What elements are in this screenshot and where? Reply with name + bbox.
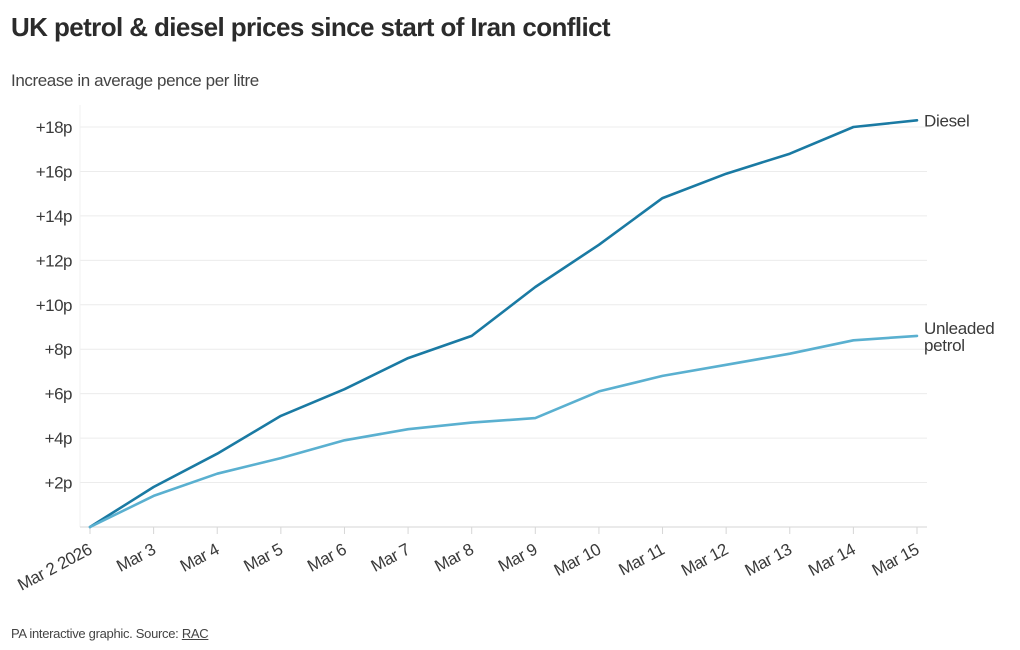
- x-tick-label: Mar 4: [177, 540, 222, 576]
- y-tick-label: +6p: [45, 385, 72, 404]
- series-label: Diesel: [924, 111, 969, 130]
- y-tick-label: +4p: [45, 429, 72, 448]
- y-tick-label: +8p: [45, 340, 72, 359]
- axes: [79, 105, 927, 528]
- source-link[interactable]: RAC: [181, 626, 209, 641]
- x-tick-label: Mar 11: [616, 540, 668, 580]
- x-axis-ticks: Mar 2 2026 Mar 3 Mar 4 Mar 5 Mar 6 Mar 7 Mar 8…: [14, 527, 922, 595]
- chart-title: UK petrol & diesel prices since start of…: [11, 12, 611, 42]
- chart-subtitle: Increase in average pence per litre: [11, 71, 259, 90]
- x-tick-label: Mar 8: [431, 540, 476, 576]
- gridlines: [80, 126, 927, 484]
- x-tick-label: Mar 2 2026: [14, 540, 94, 595]
- series-label: Unleaded: [924, 319, 994, 338]
- y-axis-ticks: +2p +4p +6p +8p +10p +12p +14p +16p +18p: [36, 118, 73, 493]
- footer-text: PA interactive graphic. Source:: [11, 626, 182, 641]
- y-tick-label: +14p: [36, 207, 72, 226]
- y-tick-label: +16p: [36, 162, 72, 181]
- y-tick-label: +10p: [36, 296, 72, 315]
- x-tick-label: Mar 6: [304, 540, 349, 576]
- x-tick-label: Mar 15: [869, 540, 922, 580]
- y-tick-label: +18p: [36, 118, 72, 137]
- x-tick-label: Mar 13: [742, 540, 795, 580]
- x-tick-label: Mar 7: [368, 540, 413, 576]
- series-label: petrol: [924, 336, 965, 355]
- series-lines: [88, 119, 919, 529]
- x-tick-label: Mar 9: [495, 540, 540, 576]
- x-tick-label: Mar 14: [805, 540, 858, 580]
- x-tick-label: Mar 10: [551, 540, 604, 580]
- x-tick-label: Mar 3: [113, 540, 158, 576]
- series-line-diesel: [88, 119, 919, 529]
- y-tick-label: +12p: [36, 251, 72, 270]
- series-line-unleaded-petrol: [88, 334, 919, 529]
- x-tick-label: Mar 5: [241, 540, 286, 576]
- y-tick-label: +2p: [45, 474, 72, 493]
- footer-credit: PA interactive graphic. Source: RAC: [11, 626, 209, 641]
- x-tick-label: Mar 12: [678, 540, 731, 580]
